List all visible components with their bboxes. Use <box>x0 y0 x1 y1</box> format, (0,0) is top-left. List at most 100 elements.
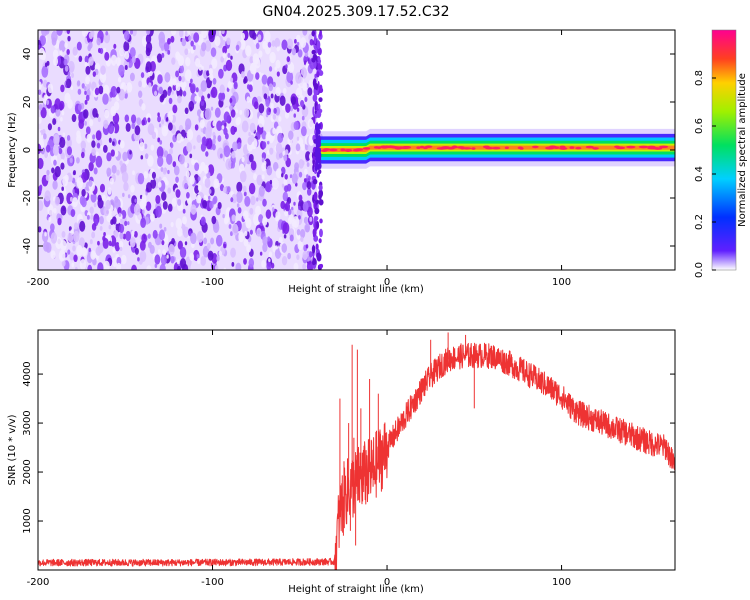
noise-speck <box>167 187 172 194</box>
noise-speck <box>280 200 286 210</box>
noise-speck <box>119 47 125 57</box>
noise-speck <box>154 263 158 269</box>
noise-edge-speck <box>318 192 322 200</box>
noise-speck <box>74 188 78 194</box>
noise-speck <box>175 218 182 230</box>
noise-speck <box>275 59 281 69</box>
noise-speck <box>309 216 313 222</box>
noise-speck <box>163 42 170 52</box>
noise-speck <box>189 175 195 185</box>
band-core-blob <box>425 145 433 149</box>
noise-speck <box>129 237 136 248</box>
noise-speck <box>139 138 143 143</box>
noise-speck <box>179 258 187 269</box>
noise-speck <box>45 144 51 153</box>
noise-speck <box>281 243 287 253</box>
noise-speck <box>91 140 96 148</box>
noise-speck <box>119 232 124 240</box>
noise-speck <box>296 254 300 260</box>
noise-speck <box>180 136 184 142</box>
noise-speck <box>242 210 249 221</box>
noise-speck <box>275 86 281 97</box>
x-tick-label: -100 <box>201 577 224 588</box>
noise-speck <box>298 215 301 220</box>
noise-speck <box>235 191 243 204</box>
band-core-blob <box>491 146 501 150</box>
noise-speck <box>157 115 161 123</box>
noise-speck <box>103 119 109 129</box>
noise-speck <box>53 57 59 66</box>
noise-speck <box>172 78 177 86</box>
noise-speck <box>199 119 205 129</box>
noise-edge-speck <box>317 55 321 62</box>
noise-speck <box>72 197 78 208</box>
noise-speck <box>85 76 90 85</box>
noise-speck <box>298 159 304 169</box>
noise-speck <box>296 107 300 112</box>
band-onset-speck <box>315 132 319 139</box>
noise-speck <box>171 90 174 95</box>
noise-speck <box>300 126 307 137</box>
noise-speck <box>179 64 185 74</box>
noise-speckle <box>38 30 324 270</box>
noise-speck <box>71 72 75 78</box>
noise-speck <box>274 66 278 71</box>
noise-speck <box>181 76 185 83</box>
noise-edge-speck <box>314 207 320 215</box>
noise-speck <box>222 52 227 59</box>
noise-speck <box>138 80 143 88</box>
noise-speck <box>38 157 44 170</box>
band-core-blob <box>462 147 472 150</box>
noise-speck <box>297 49 303 58</box>
noise-speck <box>266 261 272 270</box>
noise-speck <box>185 170 190 178</box>
y-tick-label: 0 <box>22 147 33 153</box>
noise-speck <box>179 246 187 259</box>
noise-speck <box>177 199 182 206</box>
noise-speck <box>86 214 90 220</box>
noise-speck <box>38 143 42 155</box>
colorbar-tick-label: 0.0 <box>694 262 705 278</box>
noise-speck <box>122 192 125 198</box>
band-core-blob <box>585 145 594 149</box>
noise-speck <box>95 113 99 118</box>
noise-speck <box>269 179 273 185</box>
noise-speck <box>175 189 181 198</box>
noise-speck <box>296 229 301 236</box>
noise-speck <box>93 203 97 208</box>
noise-edge-speck <box>317 103 321 110</box>
noise-speck <box>202 199 208 209</box>
noise-speck <box>210 47 217 58</box>
noise-speck <box>249 62 257 75</box>
noise-speck <box>191 158 195 166</box>
noise-speck <box>50 232 58 244</box>
noise-speck <box>104 51 110 61</box>
noise-speck <box>69 157 73 164</box>
noise-speck <box>53 134 60 146</box>
noise-speck <box>150 144 155 151</box>
noise-speck <box>231 214 236 222</box>
noise-speck <box>210 86 218 99</box>
noise-speck <box>309 38 314 46</box>
noise-speck <box>85 65 91 75</box>
noise-speck <box>201 65 204 71</box>
noise-speck <box>73 222 79 230</box>
noise-speck <box>274 37 281 48</box>
noise-speck <box>97 47 101 54</box>
noise-speck <box>168 122 173 131</box>
noise-speck <box>182 216 187 225</box>
noise-speck <box>300 236 304 243</box>
noise-speck <box>197 184 202 192</box>
noise-speck <box>257 34 262 41</box>
noise-speck <box>182 90 187 97</box>
noise-speck <box>76 244 83 257</box>
noise-speck <box>142 209 145 214</box>
noise-speck <box>157 249 161 254</box>
noise-speck <box>283 234 287 239</box>
noise-speck <box>127 194 131 199</box>
noise-edge-speck <box>318 97 323 103</box>
noise-speck <box>171 197 177 207</box>
noise-speck <box>159 263 166 270</box>
noise-speck <box>194 57 201 67</box>
noise-speck <box>204 108 212 121</box>
